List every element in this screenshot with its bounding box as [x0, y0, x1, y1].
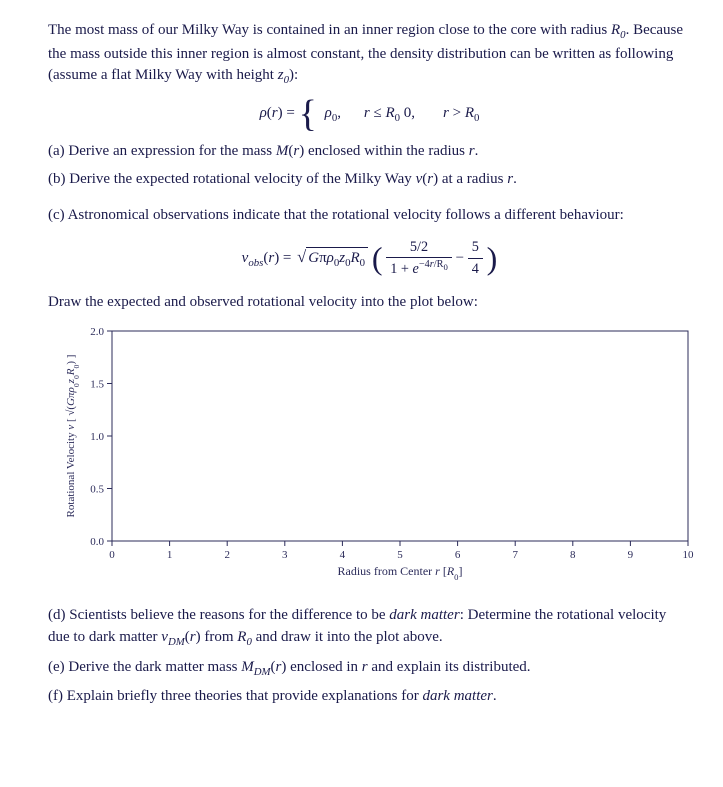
question-e: (e) Derive the dark matter mass MDM(r) e… [48, 657, 691, 681]
svg-text:10: 10 [683, 549, 695, 561]
svg-text:4: 4 [340, 549, 346, 561]
question-a: (a) Derive an expression for the mass M(… [48, 141, 691, 163]
question-c-after: Draw the expected and observed rotationa… [48, 292, 691, 314]
intro-text-3: ): [289, 67, 298, 83]
question-c: (c) Astronomical observations indicate t… [48, 205, 691, 227]
svg-text:2: 2 [224, 549, 230, 561]
var-z0: z0 [278, 67, 289, 83]
vobs-equation: vobs(r) = Gπρ0z0R0 ( 5/2 1 + e−4r/R0 − 5… [48, 237, 691, 280]
brace-icon: { [299, 99, 317, 129]
svg-text:2.0: 2.0 [90, 326, 104, 338]
svg-text:7: 7 [512, 549, 518, 561]
density-equation: ρ(r) = { ρ0, r ≤ R0 0, r > R0 [48, 99, 691, 129]
svg-text:0.5: 0.5 [90, 484, 104, 496]
svg-text:9: 9 [628, 549, 634, 561]
svg-text:1.0: 1.0 [90, 431, 104, 443]
svg-text:3: 3 [282, 549, 288, 561]
question-b: (b) Derive the expected rotational veloc… [48, 169, 691, 191]
chart-svg: 0 1 2 3 4 5 6 7 8 9 10 0.0 0.5 1.0 1.5 2.0 Radius from C… [58, 321, 698, 583]
question-f: (f) Explain briefly three theories that … [48, 686, 691, 708]
var-R0: R0 [611, 22, 626, 38]
svg-text:1: 1 [167, 549, 173, 561]
svg-text:Radius from Center r [R0]: Radius from Center r [R0] [338, 564, 463, 582]
question-d: (d) Scientists believe the reasons for t… [48, 605, 691, 650]
problem-page: The most mass of our Milky Way is contai… [0, 0, 723, 734]
svg-text:8: 8 [570, 549, 576, 561]
svg-text:5: 5 [397, 549, 403, 561]
svg-text:6: 6 [455, 549, 461, 561]
svg-text:0: 0 [109, 549, 115, 561]
svg-text:1.5: 1.5 [90, 379, 104, 391]
intro-paragraph: The most mass of our Milky Way is contai… [48, 20, 691, 89]
svg-text:Rotational Velocity v [ √(Gπρ0: Rotational Velocity v [ √(Gπρ0z0R0) ] [65, 355, 81, 518]
svg-text:0.0: 0.0 [90, 536, 104, 548]
rotation-curve-chart: 0123456789100.00.51.01.52.0Radius from C… [58, 321, 691, 591]
intro-text-1: The most mass of our Milky Way is contai… [48, 22, 611, 38]
